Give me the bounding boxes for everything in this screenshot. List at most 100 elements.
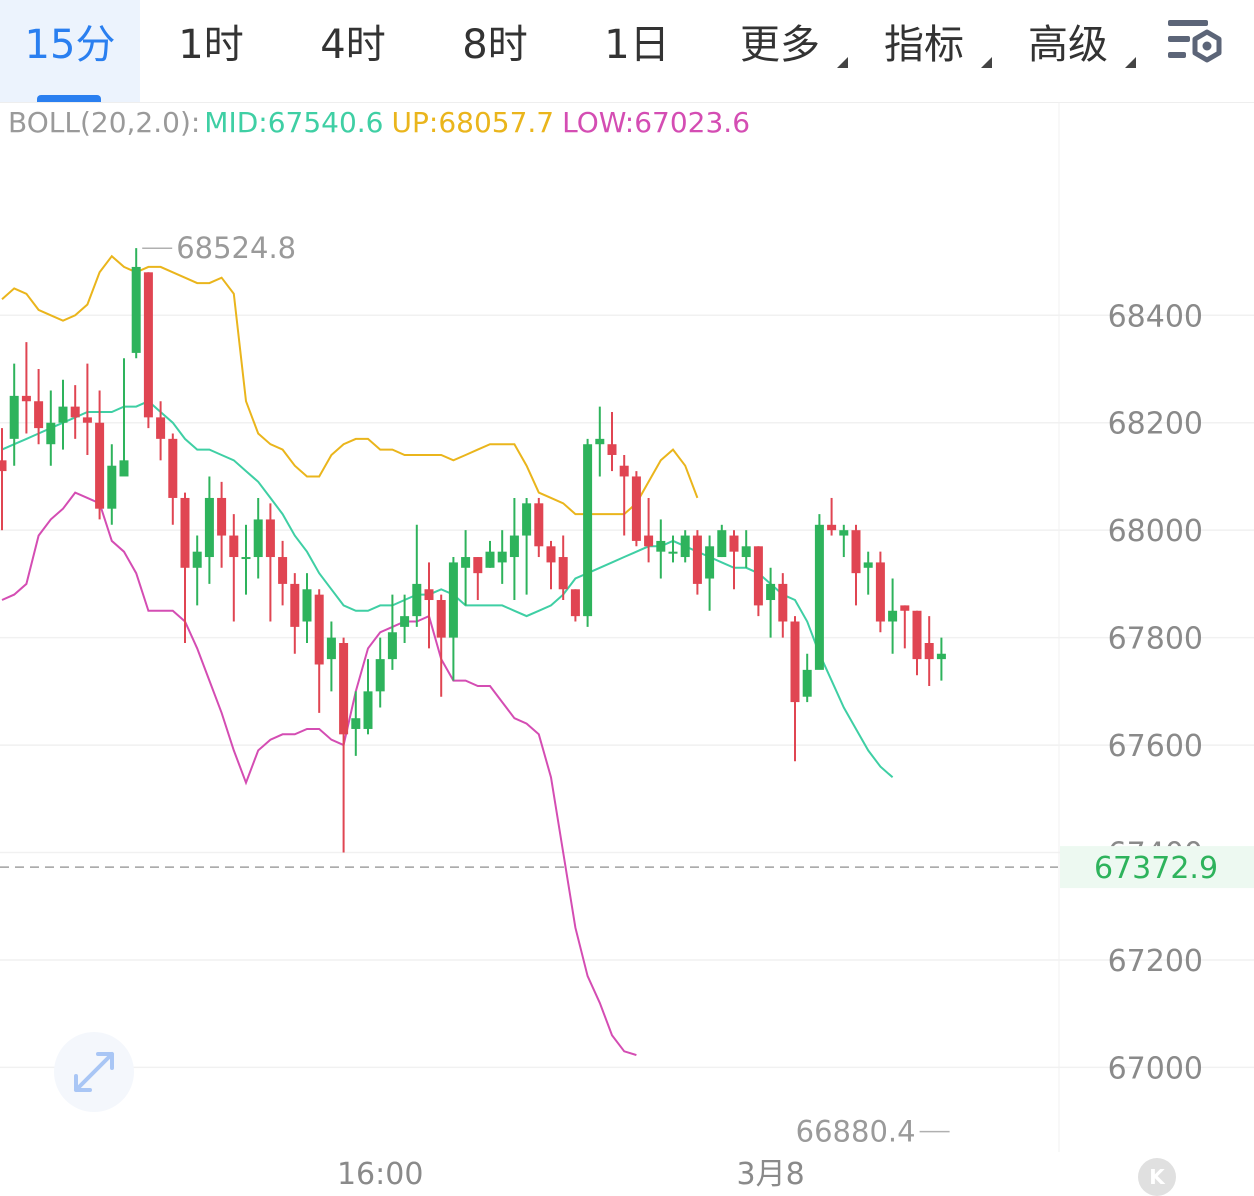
candle-body[interactable] (290, 583, 300, 627)
candle-body[interactable] (375, 659, 385, 692)
candle-body[interactable] (0, 460, 7, 472)
candle-body[interactable] (473, 557, 483, 574)
candle-body[interactable] (107, 465, 117, 509)
candle-body[interactable] (570, 589, 580, 617)
candle-body[interactable] (778, 583, 788, 622)
tab-6[interactable]: 指标 (852, 0, 996, 102)
candle-body[interactable] (253, 519, 263, 558)
candle-body[interactable] (509, 535, 519, 558)
candle-body[interactable] (583, 444, 593, 617)
settings-button[interactable] (1164, 14, 1228, 74)
candle-body[interactable] (912, 610, 922, 660)
candle-body[interactable] (326, 637, 336, 660)
candle-body[interactable] (875, 562, 885, 622)
tab-3[interactable]: 8时 (424, 0, 566, 102)
candle-body[interactable] (278, 557, 288, 584)
candle-body[interactable] (58, 406, 68, 423)
candle-body[interactable] (424, 589, 434, 601)
candle-body[interactable] (387, 632, 397, 660)
boll-name: BOLL(20,2.0): (8, 106, 201, 139)
candle-body[interactable] (400, 616, 410, 627)
candle-body[interactable] (314, 594, 324, 665)
candle-body[interactable] (461, 557, 471, 568)
candle-body[interactable] (339, 643, 349, 735)
candle-body[interactable] (692, 535, 702, 584)
candle-body[interactable] (863, 562, 873, 568)
candle-body[interactable] (180, 497, 190, 568)
candle-body[interactable] (851, 530, 861, 574)
candle-body[interactable] (119, 460, 129, 477)
candle-body[interactable] (729, 535, 739, 552)
candle-body[interactable] (595, 438, 605, 445)
candlestick-chart[interactable]: 6700067200674006760067800680006820068400… (0, 102, 1254, 1188)
tab-1[interactable]: 1时 (140, 0, 282, 102)
candle-body[interactable] (351, 718, 361, 729)
candle-body[interactable] (302, 589, 312, 622)
candle-body[interactable] (924, 643, 934, 660)
tab-4[interactable]: 1日 (566, 0, 708, 102)
candle-body[interactable] (217, 497, 227, 536)
tab-label: 15分 (24, 22, 116, 68)
candle-body[interactable] (522, 503, 532, 536)
candle-body[interactable] (412, 583, 422, 617)
y-tick-label: 68400 (1108, 299, 1203, 334)
candle-body[interactable] (9, 395, 19, 439)
candle-body[interactable] (143, 272, 153, 418)
candle-body[interactable] (814, 524, 824, 670)
candle-body[interactable] (497, 551, 507, 563)
candle-body[interactable] (436, 600, 446, 638)
candle-body[interactable] (448, 562, 458, 638)
candle-body[interactable] (192, 551, 202, 568)
dropdown-caret-icon (837, 57, 848, 68)
candle-body[interactable] (82, 417, 92, 423)
candle-body[interactable] (900, 605, 910, 611)
candle-body[interactable] (802, 669, 812, 697)
tab-5[interactable]: 更多 (708, 0, 852, 102)
candle-body[interactable] (241, 557, 251, 560)
candle-body[interactable] (717, 530, 727, 558)
candle-body[interactable] (168, 438, 178, 498)
candle-body[interactable] (363, 691, 373, 729)
candle-body[interactable] (839, 530, 849, 536)
candle-body[interactable] (741, 546, 751, 558)
candle-body[interactable] (34, 401, 44, 429)
candle-body[interactable] (265, 519, 275, 558)
y-tick-label: 67600 (1108, 729, 1203, 764)
candle-body[interactable] (668, 551, 678, 554)
candle-body[interactable] (753, 546, 763, 606)
candle-body[interactable] (546, 546, 556, 563)
candle-body[interactable] (156, 417, 166, 439)
candle-body[interactable] (680, 535, 690, 558)
current-price-tag (1060, 846, 1254, 889)
candle-body[interactable] (936, 653, 946, 660)
candle-body[interactable] (95, 422, 105, 509)
candle-body[interactable] (46, 422, 56, 445)
k-collapse-button[interactable]: K (1138, 1158, 1176, 1196)
expand-chart-button[interactable] (54, 1032, 134, 1112)
candle-body[interactable] (705, 546, 715, 579)
candle-body[interactable] (790, 621, 800, 703)
candle-body[interactable] (619, 465, 629, 477)
candle-body[interactable] (631, 476, 641, 541)
candle-body[interactable] (644, 535, 654, 547)
tab-0[interactable]: 15分 (0, 0, 140, 102)
candle-body[interactable] (827, 524, 837, 531)
y-tick-label: 68200 (1108, 407, 1203, 442)
candle-body[interactable] (204, 497, 214, 558)
high-marker-label: 68524.8 (176, 231, 296, 265)
tab-7[interactable]: 高级 (996, 0, 1140, 102)
candle-body[interactable] (131, 266, 141, 353)
candle-body[interactable] (534, 503, 544, 547)
candle-body[interactable] (888, 610, 898, 622)
candle-body[interactable] (558, 557, 568, 590)
active-tab-underline (37, 95, 101, 102)
tab-2[interactable]: 4时 (282, 0, 424, 102)
candle-body[interactable] (21, 395, 31, 402)
candle-body[interactable] (485, 551, 495, 568)
candle-body[interactable] (229, 535, 239, 558)
candle-body[interactable] (656, 540, 666, 552)
candle-body[interactable] (70, 406, 80, 418)
candle-body[interactable] (766, 583, 776, 601)
candle-body[interactable] (607, 444, 617, 455)
tab-label: 4时 (320, 22, 386, 68)
